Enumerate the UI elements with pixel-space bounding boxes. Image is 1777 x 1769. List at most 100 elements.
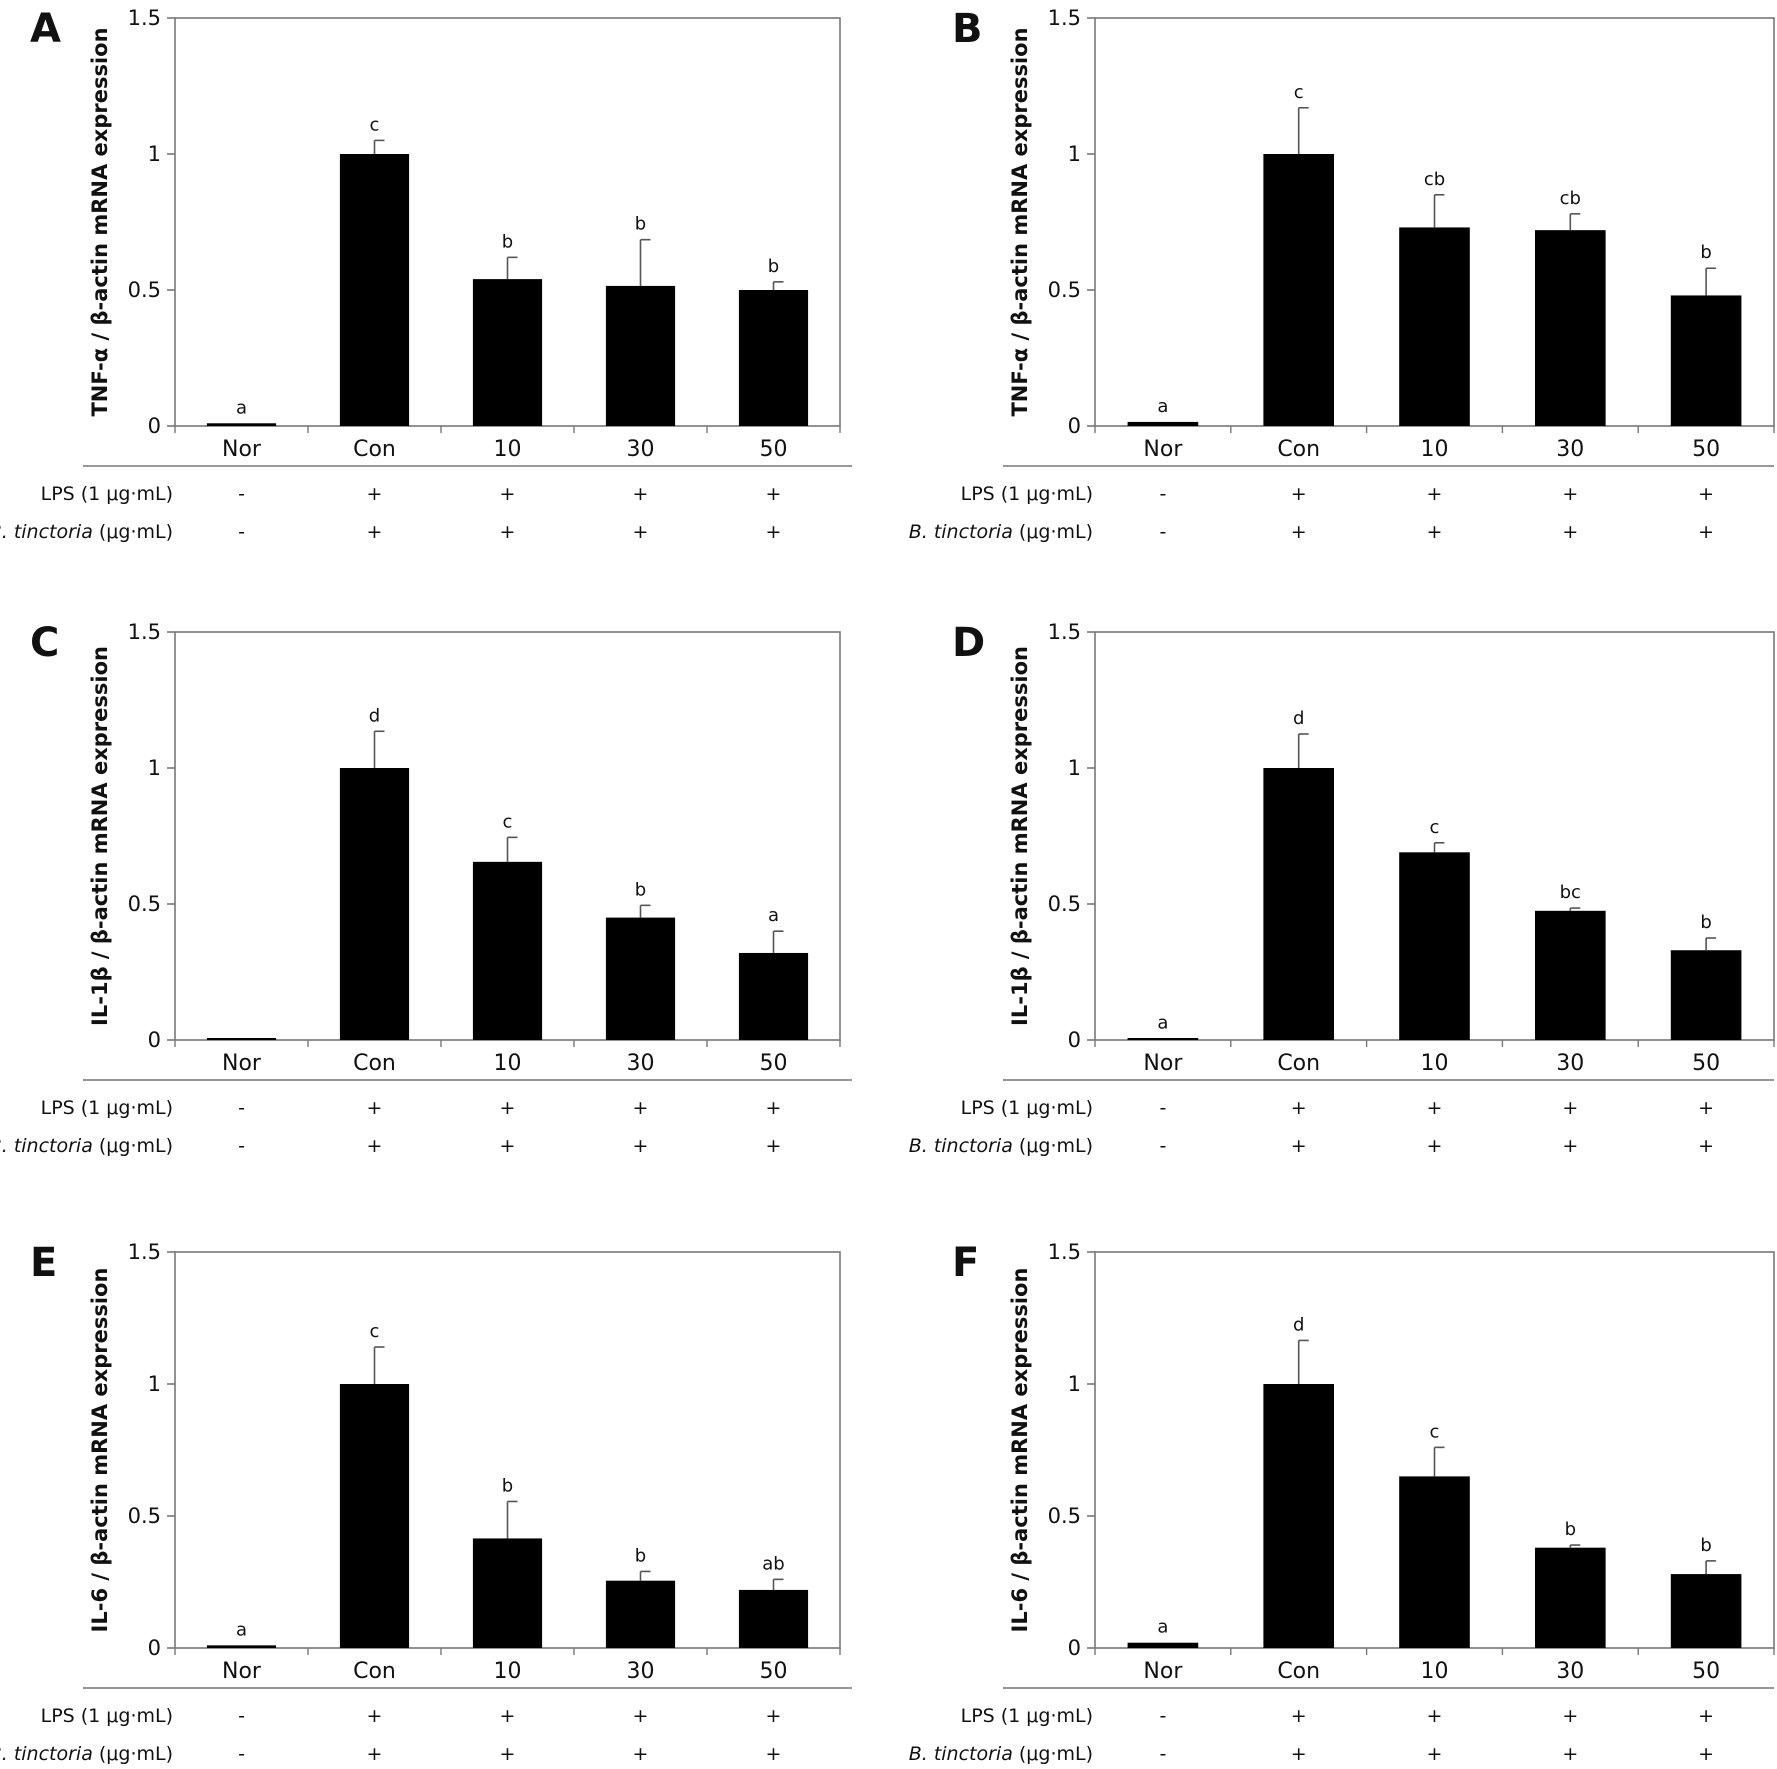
condition-sign: + xyxy=(367,1743,383,1765)
x-tick-label: 10 xyxy=(494,437,522,462)
condition-sign: + xyxy=(1562,1743,1578,1765)
y-tick-label: 0.5 xyxy=(128,278,161,302)
bar-30 xyxy=(605,917,676,1040)
condition-label-text: (μg·mL) xyxy=(93,1743,173,1765)
condition-label-text: LPS (1 μg·mL) xyxy=(961,1705,1093,1727)
condition-sign: + xyxy=(1427,521,1443,543)
condition-label: B. tinctoria (μg·mL) xyxy=(0,1135,173,1157)
condition-sign: + xyxy=(367,1705,383,1727)
condition-sign: + xyxy=(367,483,383,505)
condition-sign: + xyxy=(1291,483,1307,505)
bar-con xyxy=(1263,768,1335,1040)
y-tick-label: 1.5 xyxy=(1048,620,1081,644)
y-tick-label: 0 xyxy=(1068,414,1081,438)
panel-c: C 0 0.5 1 1.5 IL-1β / β-actin mRNA expression… xyxy=(0,620,852,1157)
condition-label-italic: B. tinctoria xyxy=(0,1743,93,1765)
panel-letter: D xyxy=(952,620,985,666)
x-tick-label: Con xyxy=(1277,437,1320,462)
y-tick-label: 0 xyxy=(148,1636,161,1660)
condition-sign: - xyxy=(1159,521,1166,543)
significance-letter: a xyxy=(1157,396,1168,417)
condition-sign: + xyxy=(367,1135,383,1157)
bar-30 xyxy=(605,1580,676,1648)
panel-d: D 0 0.5 1 1.5 IL-1β / β-actin mRNA expression… xyxy=(909,620,1775,1157)
bar-nor xyxy=(206,423,277,426)
condition-label-italic: B. tinctoria xyxy=(909,1135,1013,1157)
condition-sign: + xyxy=(1698,1705,1714,1727)
bar-50 xyxy=(738,1589,809,1648)
x-tick-label: 10 xyxy=(1421,1051,1449,1076)
significance-letter: a xyxy=(1157,1617,1168,1638)
panel-letter: B xyxy=(952,6,983,52)
x-tick-label: Con xyxy=(353,437,396,462)
x-tick-label: Con xyxy=(1277,1051,1320,1076)
panel-e: E 0 0.5 1 1.5 IL-6 / β-actin mRNA expression a… xyxy=(0,1240,852,1765)
y-tick-label: 0.5 xyxy=(1048,278,1081,302)
x-tick-label: Con xyxy=(353,1051,396,1076)
y-tick-label: 1.5 xyxy=(128,620,161,644)
significance-letter: a xyxy=(768,905,779,926)
y-tick-label: 1 xyxy=(1068,1372,1081,1396)
condition-label: LPS (1 μg·mL) xyxy=(961,1705,1093,1727)
y-tick-label: 0 xyxy=(148,1028,161,1052)
condition-sign: + xyxy=(1427,1743,1443,1765)
condition-sign: + xyxy=(766,1705,782,1727)
bar-10 xyxy=(472,1538,543,1648)
condition-sign: + xyxy=(1698,1135,1714,1157)
x-tick-label: 50 xyxy=(1692,1051,1720,1076)
condition-label: B. tinctoria (μg·mL) xyxy=(909,521,1093,543)
bar-con xyxy=(339,768,410,1040)
condition-sign: - xyxy=(1159,483,1166,505)
significance-letter: bc xyxy=(1560,882,1581,903)
bar-nor xyxy=(1127,1642,1199,1648)
condition-sign: + xyxy=(1698,483,1714,505)
significance-letter: c xyxy=(1294,82,1304,103)
condition-label-italic: B. tinctoria xyxy=(909,521,1013,543)
condition-label: B. tinctoria (μg·mL) xyxy=(0,521,173,543)
x-tick-label: Nor xyxy=(222,437,262,462)
panel-letter: C xyxy=(30,620,59,666)
condition-label-text: (μg·mL) xyxy=(1013,521,1093,543)
condition-sign: + xyxy=(766,1135,782,1157)
y-tick-label: 0 xyxy=(148,414,161,438)
condition-sign: + xyxy=(500,1135,516,1157)
y-tick-label: 1 xyxy=(148,1372,161,1396)
condition-sign: + xyxy=(1427,483,1443,505)
condition-sign: - xyxy=(1159,1705,1166,1727)
condition-label-italic: B. tinctoria xyxy=(0,521,93,543)
significance-letter: cb xyxy=(1424,169,1445,190)
y-axis-label: TNF-α / β-actin mRNA expression xyxy=(1008,27,1032,416)
x-tick-label: 30 xyxy=(627,437,655,462)
y-axis-label: IL-6 / β-actin mRNA expression xyxy=(88,1268,112,1633)
x-tick-label: 50 xyxy=(760,437,788,462)
condition-sign: + xyxy=(1562,521,1578,543)
condition-sign: + xyxy=(500,483,516,505)
condition-sign: + xyxy=(1427,1705,1443,1727)
x-tick-label: 10 xyxy=(494,1659,522,1684)
y-axis-label: IL-1β / β-actin mRNA expression xyxy=(1008,646,1032,1026)
condition-sign: + xyxy=(766,521,782,543)
condition-label: B. tinctoria (μg·mL) xyxy=(0,1743,173,1765)
significance-letter: c xyxy=(1430,1421,1440,1442)
bar-nor xyxy=(1127,1038,1199,1040)
bar-30 xyxy=(1534,910,1606,1040)
condition-sign: + xyxy=(1698,1097,1714,1119)
condition-sign: + xyxy=(633,1135,649,1157)
bar-30 xyxy=(1534,230,1606,426)
y-axis-label: IL-6 / β-actin mRNA expression xyxy=(1008,1268,1032,1633)
condition-sign: + xyxy=(633,1097,649,1119)
x-tick-label: 50 xyxy=(760,1051,788,1076)
bar-50 xyxy=(1670,950,1742,1040)
x-tick-label: Nor xyxy=(222,1051,262,1076)
condition-sign: - xyxy=(1159,1743,1166,1765)
condition-sign: + xyxy=(1427,1135,1443,1157)
condition-label-text: LPS (1 μg·mL) xyxy=(41,1705,173,1727)
condition-sign: + xyxy=(633,1705,649,1727)
y-tick-label: 0.5 xyxy=(1048,1504,1081,1528)
panel-letter: E xyxy=(30,1240,57,1286)
condition-sign: + xyxy=(1291,1135,1307,1157)
bar-30 xyxy=(1534,1547,1606,1648)
significance-letter: d xyxy=(1293,1314,1304,1335)
y-tick-label: 0.5 xyxy=(128,892,161,916)
